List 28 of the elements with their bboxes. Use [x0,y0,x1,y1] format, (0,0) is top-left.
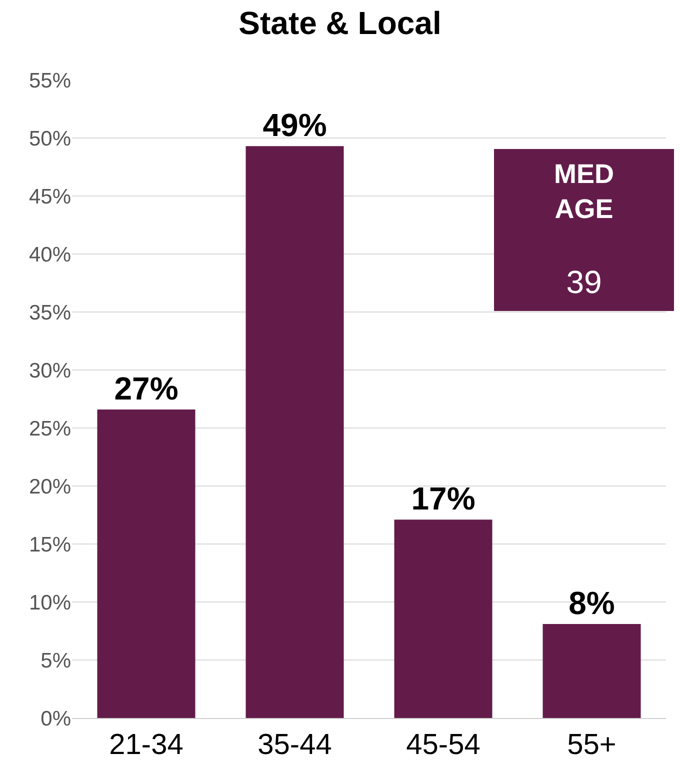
annotation: MED AGE [554,158,614,226]
y-tick-label: 40% [28,243,71,266]
info-box: MED AGE 39 [494,149,674,311]
y-tick-label: 50% [28,127,71,150]
x-tick-label: 55+ [567,728,616,761]
y-tick-label: 10% [28,591,71,614]
annotation: 39 [566,262,602,302]
y-tick-label: 35% [28,301,71,324]
y-tick-label: 45% [28,185,71,208]
bar [394,520,492,718]
x-tick-label: 45-54 [406,728,480,761]
bar [97,409,196,718]
y-tick-label: 25% [28,417,71,440]
bar [542,624,641,718]
y-tick-label: 0% [40,707,71,730]
y-tick-label: 20% [28,475,71,498]
y-tick-label: 55% [28,69,71,92]
x-tick-label: 21-34 [109,728,184,761]
y-tick-label: 30% [28,359,71,382]
y-tick-label: 15% [28,533,71,556]
data-label: 8% [568,585,615,622]
data-label: 49% [262,107,327,144]
data-label: 27% [114,370,178,406]
bar [246,146,344,718]
x-tick-label: 35-44 [258,728,332,761]
y-tick-label: 5% [40,649,71,672]
data-label: 17% [411,480,476,517]
chart-title: State & Local [238,5,442,42]
